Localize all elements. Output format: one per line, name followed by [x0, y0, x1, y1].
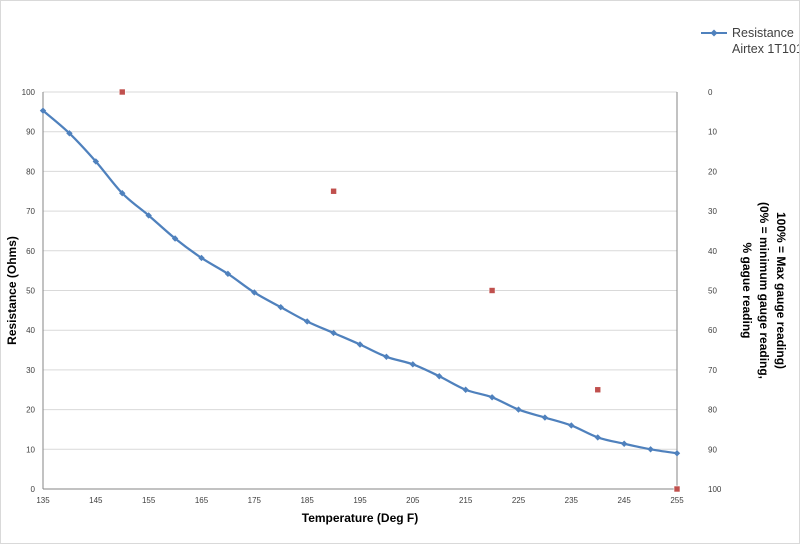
- legend-swatch-diamond-icon: [710, 29, 718, 37]
- data-point-diamond: [647, 446, 654, 453]
- y-tick-labels: 0 10 20 30 40 50 60 70 80 90 100: [22, 88, 36, 494]
- x-tick-label: 215: [459, 496, 473, 505]
- y-axis-title: Resistance (Ohms): [5, 236, 19, 345]
- y2-axis-title-line: 100% = Max gauge reading): [774, 212, 788, 369]
- x-tick-label: 155: [142, 496, 156, 505]
- data-point-diamond: [330, 329, 337, 337]
- y2-axis-title: % gague reading (0% = minimum gauge read…: [740, 202, 788, 379]
- y2-tick-label: 10: [708, 128, 717, 137]
- x-tick-label: 165: [195, 496, 209, 505]
- data-point-square: [488, 287, 496, 294]
- data-point-diamond: [224, 270, 232, 278]
- legend-label-line: Resistance: [732, 26, 794, 40]
- legend[interactable]: Resistance Airtex 1T1010: [701, 26, 799, 56]
- x-axis-title: Temperature (Deg F): [302, 511, 418, 525]
- x-tick-label: 175: [248, 496, 262, 505]
- y-tick-label: 100: [22, 88, 36, 97]
- data-point-diamond: [673, 450, 681, 457]
- data-point-diamond: [515, 406, 522, 413]
- data-point-diamond: [436, 373, 443, 380]
- data-point-diamond: [356, 341, 364, 348]
- x-tick-label: 195: [353, 496, 367, 505]
- data-point-diamond: [251, 289, 258, 296]
- data-point-diamond: [145, 212, 152, 219]
- x-tick-label: 135: [36, 496, 50, 505]
- y-tick-label: 20: [26, 406, 35, 415]
- data-point-diamond: [488, 394, 496, 401]
- y2-tick-label: 90: [708, 445, 717, 454]
- data-point-diamond: [568, 422, 575, 429]
- data-point-diamond: [92, 158, 100, 165]
- x-tick-label: 185: [300, 496, 314, 505]
- series-line: [42, 109, 678, 455]
- x-tick-label: 245: [617, 496, 631, 505]
- data-point-diamond: [409, 361, 417, 368]
- y2-tick-label: 50: [708, 287, 717, 296]
- data-point-diamond: [171, 235, 179, 242]
- data-point-diamond: [620, 440, 628, 447]
- y2-tick-label: 30: [708, 207, 717, 216]
- y2-tick-label: 40: [708, 247, 717, 256]
- y2-tick-label: 70: [708, 366, 717, 375]
- data-point-diamond: [119, 190, 126, 197]
- y-tick-label: 40: [26, 326, 35, 335]
- y2-tick-label: 20: [708, 167, 717, 176]
- y-tick-label: 80: [26, 167, 35, 176]
- series-layer: [39, 88, 681, 493]
- y2-tick-label: 60: [708, 326, 717, 335]
- axis-layer: [42, 92, 678, 490]
- x-tick-labels: 135 145 155 165 175 185 195 205 215 225 235 245 255: [36, 496, 684, 505]
- legend-label-line: Airtex 1T1010: [732, 42, 799, 56]
- x-tick-label: 255: [670, 496, 684, 505]
- data-point-diamond: [39, 107, 47, 114]
- y2-tick-label: 0: [708, 88, 713, 97]
- data-point-diamond: [198, 254, 205, 262]
- y2-tick-label: 100: [708, 485, 722, 494]
- data-point-diamond: [594, 434, 601, 441]
- y-tick-label: 60: [26, 247, 35, 256]
- data-point-square: [330, 187, 337, 195]
- data-point-square: [118, 88, 126, 96]
- y-tick-label: 30: [26, 366, 35, 375]
- y-tick-label: 70: [26, 207, 35, 216]
- x-tick-label: 235: [565, 496, 579, 505]
- y2-tick-labels: 0 10 20 30 40 50 60 70 80 90 100: [708, 88, 722, 494]
- data-point-diamond: [541, 414, 549, 421]
- grid-layer: [43, 91, 677, 450]
- y-tick-label: 90: [26, 128, 35, 137]
- data-point-diamond: [277, 303, 284, 311]
- x-tick-label: 205: [406, 496, 420, 505]
- data-point-diamond: [462, 386, 469, 393]
- x-tick-label: 225: [512, 496, 526, 505]
- y2-axis-title-line: % gague reading: [740, 242, 754, 338]
- x-tick-label: 145: [89, 496, 103, 505]
- data-point-square: [594, 386, 602, 394]
- data-point-square: [673, 485, 681, 493]
- data-point-diamond: [303, 318, 311, 325]
- data-point-diamond: [66, 130, 73, 137]
- data-point-diamond: [383, 353, 390, 360]
- y2-tick-label: 80: [708, 406, 717, 415]
- y2-axis-title-line: (0% = minimum gauge reading,: [757, 202, 771, 379]
- y-tick-label: 0: [31, 485, 36, 494]
- y-tick-label: 10: [26, 445, 35, 454]
- y-tick-label: 50: [26, 287, 35, 296]
